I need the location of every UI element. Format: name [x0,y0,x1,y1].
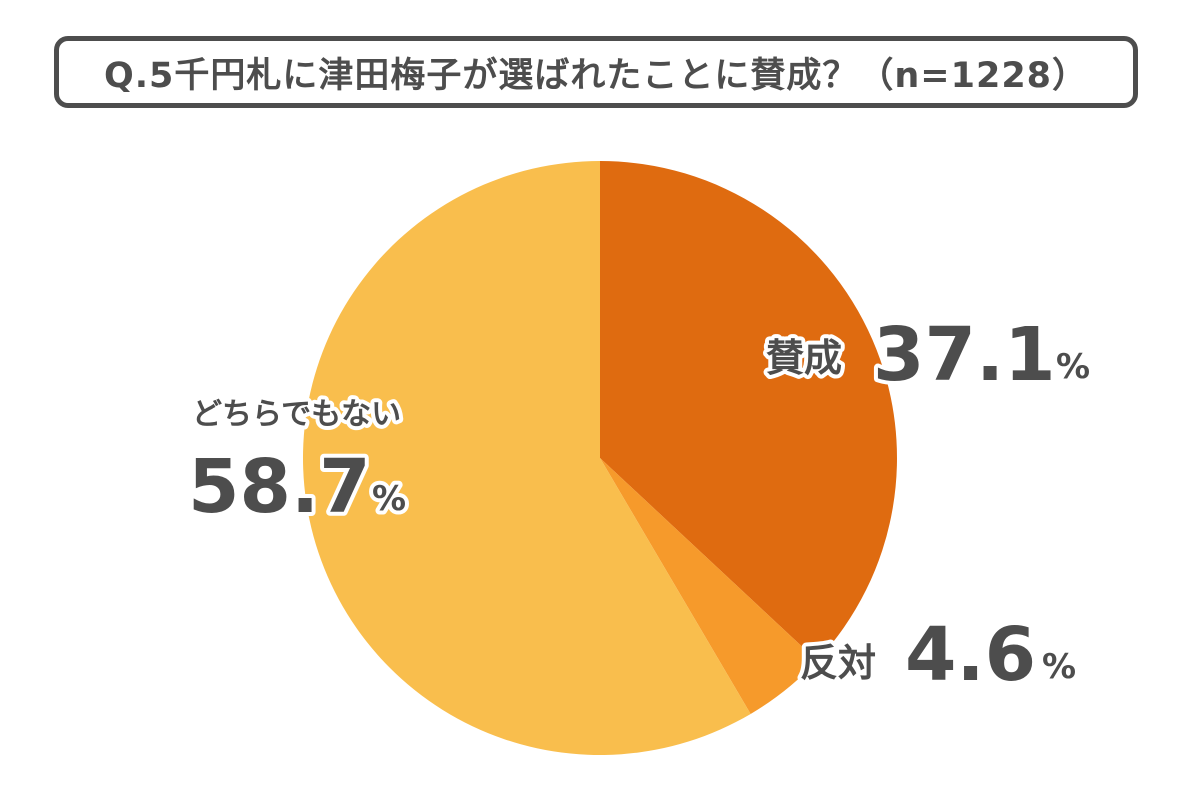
slice-unit-support: % [1056,347,1090,387]
slice-label-neither: どちらでもない [192,397,401,432]
slice-unit-oppose: % [1042,647,1076,687]
slice-label-support: 賛成 [766,336,842,380]
pie-slice-support [600,161,897,661]
slice-value-support: 37.1 [873,312,1056,398]
slice-value-neither: 58.7 [188,444,371,530]
chart-title: Q.5千円札に津田梅子が選ばれたことに賛成？（n=1228） [103,55,1089,96]
pie-slice-neither [302,161,751,755]
slice-label-oppose: 反対 [800,641,876,685]
chart-title-box: Q.5千円札に津田梅子が選ばれたことに賛成？（n=1228） [54,36,1138,108]
pie-slice-oppose [600,458,818,714]
slice-unit-neither: % [372,479,406,519]
slice-value-oppose: 4.6 [905,612,1036,698]
